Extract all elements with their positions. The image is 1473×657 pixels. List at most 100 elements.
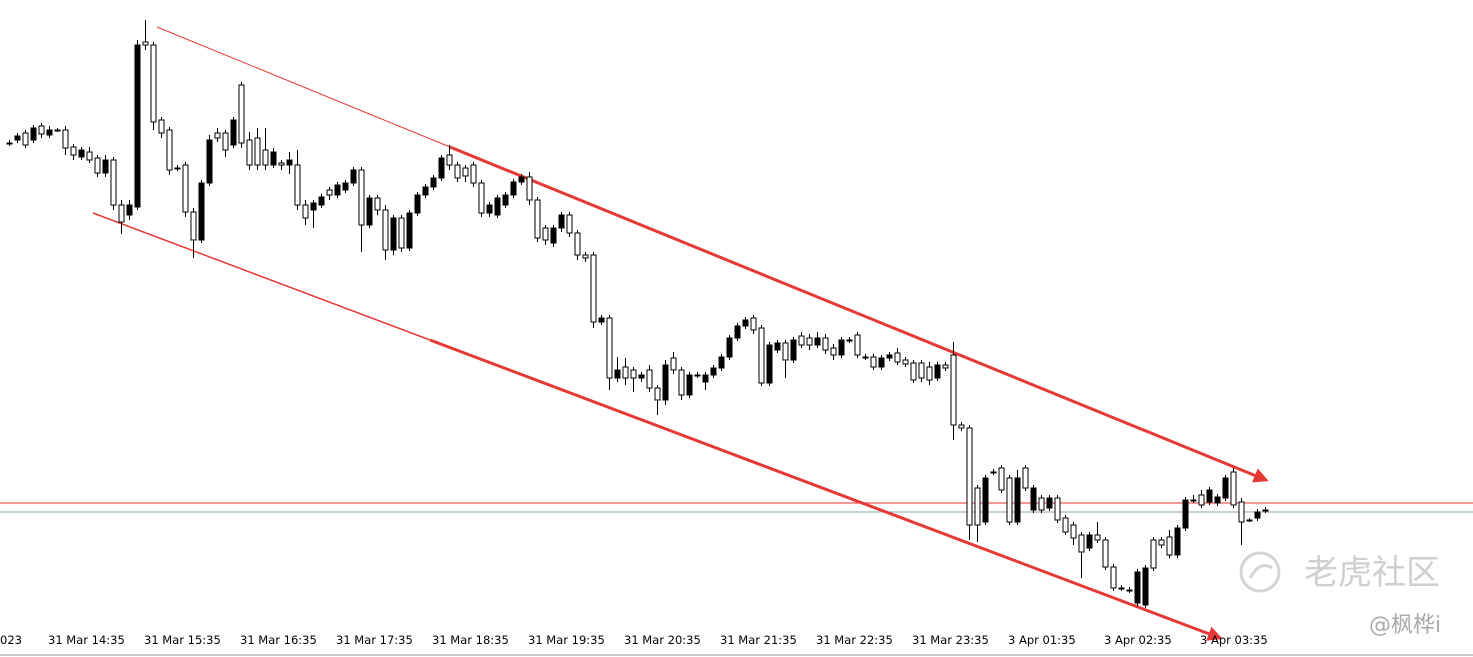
candle-body bbox=[1126, 589, 1133, 592]
candle-body bbox=[966, 427, 973, 526]
candle-body bbox=[1086, 534, 1093, 549]
candle-body bbox=[1118, 587, 1125, 590]
candle-body bbox=[1230, 471, 1237, 506]
candle-body bbox=[414, 194, 421, 214]
candle-body bbox=[310, 202, 317, 211]
x-tick-label: 023 bbox=[0, 633, 22, 647]
trend-line bbox=[449, 145, 1269, 483]
candle-body bbox=[846, 339, 853, 342]
x-tick-label: 31 Mar 15:35 bbox=[144, 633, 221, 647]
candle-body bbox=[1190, 499, 1197, 502]
candle-body bbox=[358, 169, 365, 226]
candle-body bbox=[278, 162, 285, 166]
candle-body bbox=[262, 149, 269, 166]
candle-body bbox=[862, 356, 869, 359]
candle-body bbox=[1206, 489, 1213, 503]
candle-body bbox=[38, 125, 45, 135]
candle-body bbox=[1174, 527, 1181, 556]
candle-body bbox=[590, 254, 597, 323]
candle-body bbox=[662, 364, 669, 401]
x-tick-label: 31 Mar 19:35 bbox=[528, 633, 605, 647]
candle-body bbox=[710, 367, 717, 376]
candle-body bbox=[974, 487, 981, 526]
candle-body bbox=[982, 477, 989, 523]
candle-body bbox=[630, 369, 637, 379]
candle-body bbox=[614, 369, 621, 379]
candle-body bbox=[1238, 501, 1245, 523]
candle-body bbox=[894, 352, 901, 363]
candle-body bbox=[1142, 567, 1149, 606]
trend-line bbox=[156, 26, 451, 148]
candle-body bbox=[1214, 496, 1221, 504]
candle-body bbox=[902, 359, 909, 365]
candle-body bbox=[878, 357, 885, 368]
candle-body bbox=[838, 339, 845, 356]
candle-body bbox=[110, 159, 117, 206]
candle-body bbox=[1062, 517, 1069, 533]
candle-body bbox=[494, 197, 501, 216]
x-tick-label: 3 Apr 03:35 bbox=[1200, 633, 1268, 647]
candle-body bbox=[926, 366, 933, 381]
candle-body bbox=[1166, 536, 1173, 556]
x-tick-label: 31 Mar 22:35 bbox=[816, 633, 893, 647]
candle-body bbox=[206, 139, 213, 184]
candle-body bbox=[622, 366, 629, 379]
candle-body bbox=[406, 212, 413, 249]
trend-line bbox=[92, 212, 431, 341]
x-tick-label: 3 Apr 02:35 bbox=[1104, 633, 1172, 647]
candle-body bbox=[1102, 539, 1109, 568]
x-tick-label: 31 Mar 20:35 bbox=[624, 633, 701, 647]
levels bbox=[0, 502, 1473, 513]
candle-body bbox=[422, 186, 429, 196]
candle-body bbox=[958, 424, 965, 429]
candle-body bbox=[270, 151, 277, 166]
candle-body bbox=[142, 41, 149, 46]
candle-body bbox=[1182, 499, 1189, 529]
author: @枫桦i bbox=[1369, 613, 1441, 638]
candle-body bbox=[790, 339, 797, 361]
candle-body bbox=[1198, 494, 1205, 506]
candle-body bbox=[990, 471, 997, 474]
candle-body bbox=[1246, 519, 1253, 522]
x-tick-label: 31 Mar 18:35 bbox=[432, 633, 509, 647]
candle-body bbox=[806, 337, 813, 346]
candle-body bbox=[638, 374, 645, 379]
candle-body bbox=[126, 204, 133, 216]
candle-body bbox=[222, 132, 229, 151]
candle-body bbox=[886, 354, 893, 359]
candle-body bbox=[830, 347, 837, 356]
logo bbox=[1239, 551, 1281, 593]
candle-body bbox=[382, 209, 389, 251]
candle-body bbox=[318, 196, 325, 206]
candle-body bbox=[574, 232, 581, 256]
candle-body bbox=[6, 142, 13, 145]
candle-body bbox=[190, 211, 197, 241]
candle-body bbox=[814, 337, 821, 346]
candle-body bbox=[718, 356, 725, 369]
candle-body bbox=[1030, 487, 1037, 511]
candle-body bbox=[870, 356, 877, 368]
candle-body bbox=[1262, 509, 1269, 512]
candle-body bbox=[334, 184, 341, 196]
trend-channel bbox=[92, 26, 1269, 641]
candle-body bbox=[526, 176, 533, 201]
candle-body bbox=[230, 119, 237, 146]
candle-body bbox=[30, 127, 37, 141]
candle-body bbox=[566, 214, 573, 234]
candle-body bbox=[1038, 497, 1045, 511]
candle-body bbox=[542, 227, 549, 241]
candle-body bbox=[510, 181, 517, 196]
candle-body bbox=[774, 342, 781, 351]
candle-body bbox=[1054, 497, 1061, 521]
candle-body bbox=[518, 176, 525, 183]
candle-body bbox=[462, 167, 469, 177]
candle-body bbox=[534, 199, 541, 239]
candle-body bbox=[446, 154, 453, 166]
candle-body bbox=[582, 254, 589, 259]
candle-body bbox=[238, 84, 245, 144]
candle-body bbox=[366, 197, 373, 226]
x-tick-label: 31 Mar 17:35 bbox=[336, 633, 413, 647]
candle-body bbox=[294, 164, 301, 206]
candle-body bbox=[1150, 539, 1157, 569]
candle-body bbox=[998, 467, 1005, 491]
